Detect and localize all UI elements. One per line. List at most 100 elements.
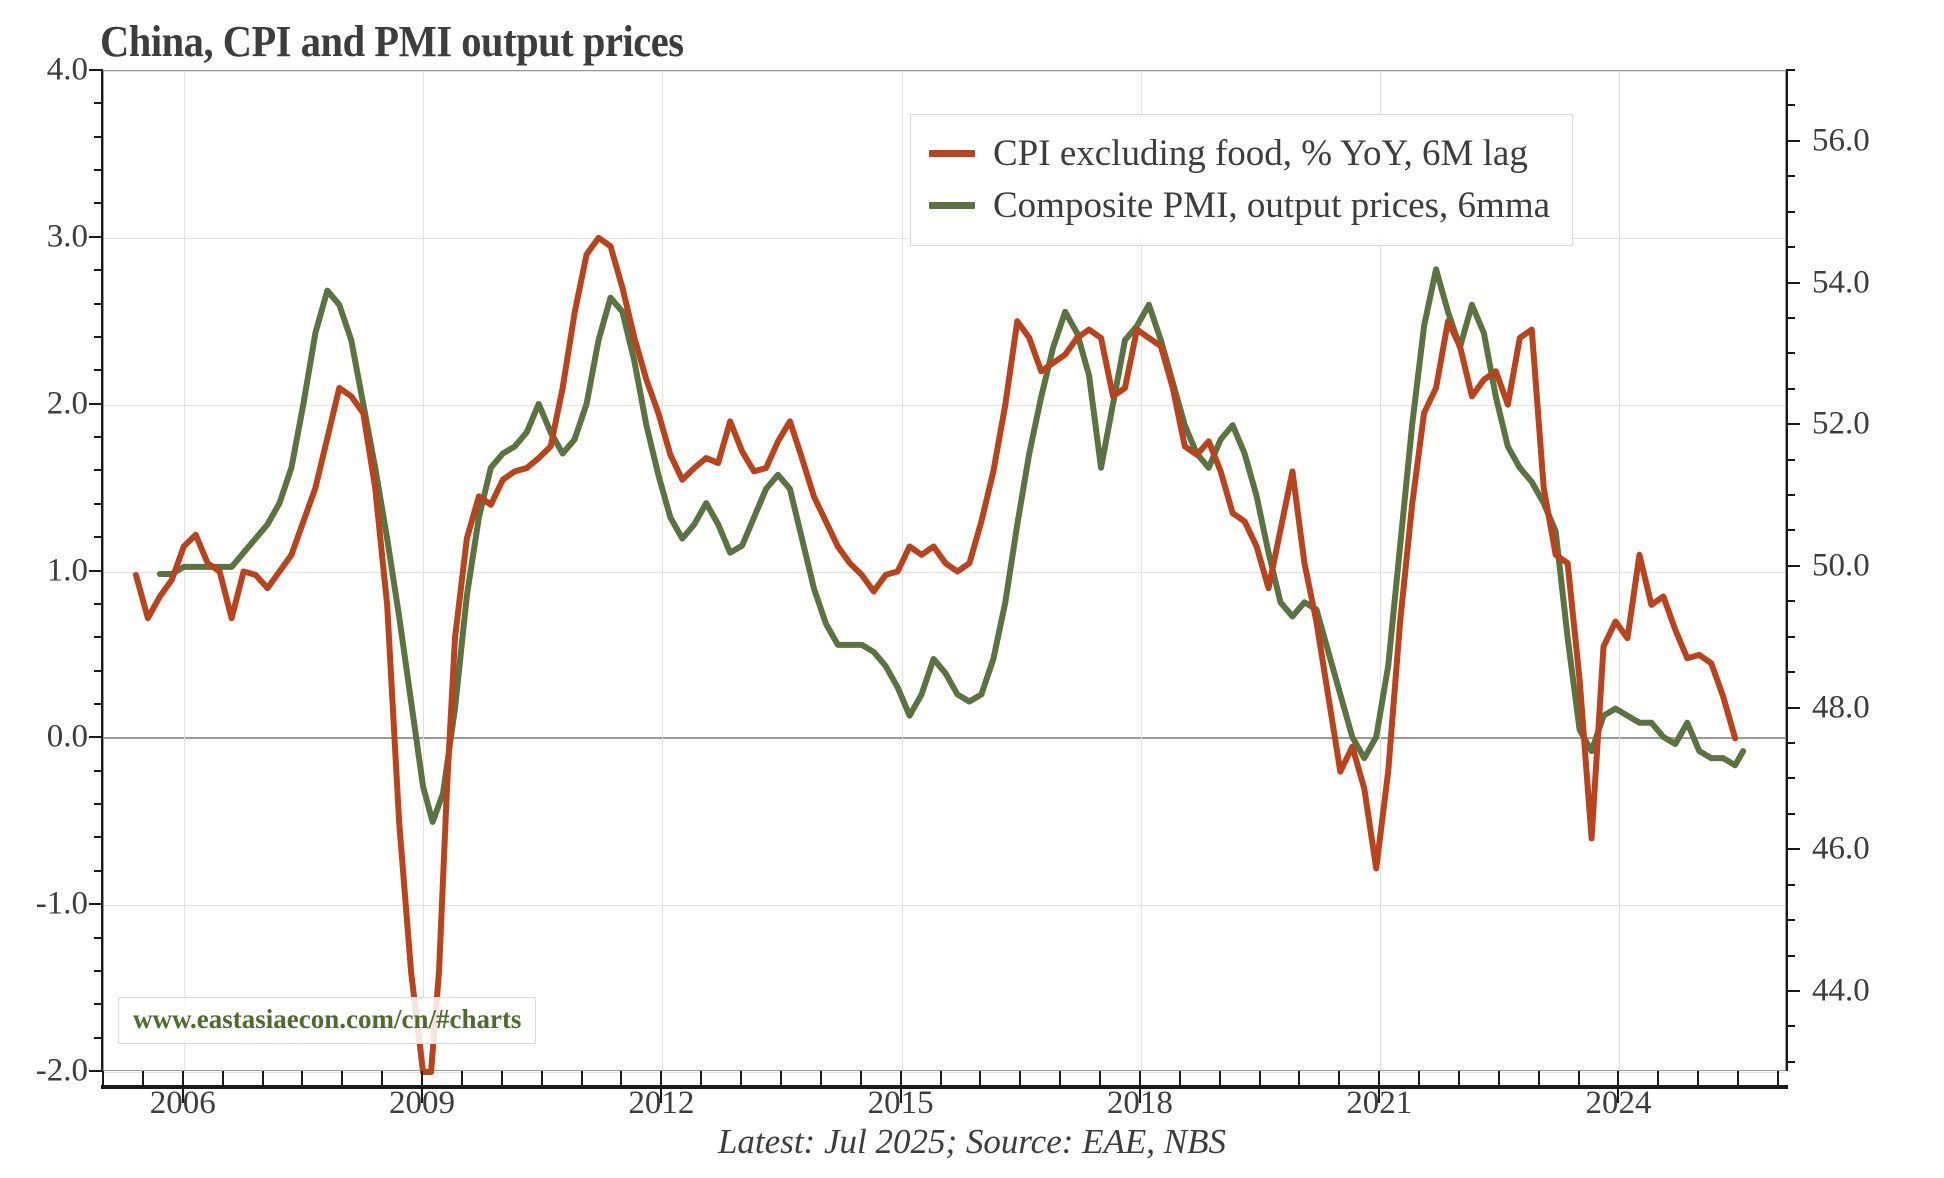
y-axis-right-tickmark xyxy=(1786,1060,1795,1063)
gridline-vertical xyxy=(1619,71,1621,1070)
x-axis-tickmark xyxy=(1258,1071,1261,1085)
y-axis-right-tick-label: 46.0 xyxy=(1812,830,1870,867)
x-axis-tickmark xyxy=(1338,1071,1341,1085)
y-axis-left-tickmark xyxy=(94,169,103,172)
y-axis-left-tick-label: -1.0 xyxy=(35,885,88,922)
y-axis-right-tickmark xyxy=(1786,812,1795,815)
y-axis-left-tick-label: 2.0 xyxy=(46,385,88,422)
y-axis-left-tickmark xyxy=(94,936,103,939)
y-axis-right-tickmark xyxy=(1786,635,1795,638)
y-axis-left-tickmark xyxy=(89,235,103,238)
watermark-link[interactable]: www.eastasiaecon.com/cn/#charts xyxy=(118,997,537,1044)
y-axis-right-tick-label: 50.0 xyxy=(1812,547,1870,584)
page-title: China, CPI and PMI output prices xyxy=(100,17,684,66)
gridline-vertical xyxy=(1140,71,1142,1070)
gridline-horizontal xyxy=(104,1072,1785,1073)
y-axis-left-tickmark xyxy=(94,469,103,472)
x-axis-tickmark xyxy=(1497,1071,1500,1085)
series-line-cpi xyxy=(132,234,1739,1075)
y-axis-right-tickmark xyxy=(1786,175,1795,178)
y-axis-right-tickmark xyxy=(1786,316,1795,319)
y-axis-right-tickmark xyxy=(1786,600,1795,603)
y-axis-right-tickmark xyxy=(1786,458,1795,461)
y-axis-right-tick-label: 44.0 xyxy=(1812,972,1870,1009)
y-axis-right-tickmark xyxy=(1786,529,1795,532)
y-axis-left-tickmark xyxy=(89,402,103,405)
y-axis-right-tickmark xyxy=(1786,1025,1795,1028)
gridline-vertical xyxy=(1380,71,1382,1070)
gridline-horizontal xyxy=(104,571,1785,573)
y-axis-right-spine xyxy=(1786,70,1788,1071)
y-axis-left-tickmark xyxy=(94,969,103,972)
series-line-pmi xyxy=(156,266,1747,825)
x-axis-tickmark xyxy=(620,1071,623,1085)
x-axis-tickmark xyxy=(1099,1071,1102,1085)
y-axis-left-tickmark xyxy=(94,269,103,272)
x-axis-tickmark xyxy=(460,1071,463,1085)
y-axis-left-tickmark xyxy=(94,636,103,639)
y-axis-right-tickmark xyxy=(1786,954,1795,957)
y-axis-left-tickmark xyxy=(94,702,103,705)
x-axis-tickmark xyxy=(1298,1071,1301,1085)
x-axis-tickmark xyxy=(700,1071,703,1085)
y-axis-left-spine xyxy=(101,70,103,1071)
x-axis-tickmark xyxy=(1418,1071,1421,1085)
legend-item-pmi: Composite PMI, output prices, 6mma xyxy=(929,179,1550,231)
y-axis-right-tickmark xyxy=(1786,281,1800,284)
y-axis-left-tickmark xyxy=(94,369,103,372)
y-axis-left-tickmark xyxy=(94,436,103,439)
y-axis-right-tickmark xyxy=(1786,494,1795,497)
y-axis-right-tickmark xyxy=(1786,246,1795,249)
legend-swatch-cpi xyxy=(929,149,975,157)
y-axis-right-tickmark xyxy=(1786,210,1795,213)
x-axis-tickmark xyxy=(979,1071,982,1085)
y-axis-right-tickmark xyxy=(1786,423,1800,426)
y-axis-right-tick-label: 52.0 xyxy=(1812,405,1870,442)
x-axis-tickmark xyxy=(819,1071,822,1085)
legend-item-cpi: CPI excluding food, % YoY, 6M lag xyxy=(929,127,1550,179)
y-axis-right-tick-label: 56.0 xyxy=(1812,122,1870,159)
y-axis-left-tickmark xyxy=(89,69,103,71)
y-axis-right-tickmark xyxy=(1786,848,1800,851)
y-axis-left-tickmark xyxy=(89,736,103,739)
x-axis-tickmark xyxy=(740,1071,743,1085)
x-axis-tickmark xyxy=(1697,1071,1700,1085)
y-axis-left-tickmark xyxy=(94,302,103,305)
x-axis-tickmark xyxy=(102,1071,104,1085)
y-axis-left-tick-label: -2.0 xyxy=(35,1052,88,1089)
x-axis-tickmark xyxy=(1059,1071,1062,1085)
y-axis-left-tickmark xyxy=(94,202,103,205)
y-axis-left-tick-label: 4.0 xyxy=(46,51,88,88)
x-axis-tickmark xyxy=(779,1071,782,1085)
y-axis-left-tickmark xyxy=(94,1003,103,1006)
legend-swatch-pmi xyxy=(929,201,975,209)
y-axis-left-tickmark xyxy=(94,536,103,539)
x-axis-tickmark xyxy=(141,1071,144,1085)
y-axis-right-tickmark xyxy=(1786,104,1795,107)
x-axis-tickmark xyxy=(1777,1071,1780,1085)
y-axis-left-tickmark xyxy=(94,869,103,872)
y-axis-left-tickmark xyxy=(94,769,103,772)
x-axis-tickmark xyxy=(1657,1071,1660,1085)
gridline-horizontal xyxy=(104,404,1785,406)
y-axis-left-tickmark xyxy=(89,903,103,906)
legend-label-pmi: Composite PMI, output prices, 6mma xyxy=(993,184,1551,226)
x-axis-tickmark xyxy=(1457,1071,1460,1085)
gridline-horizontal xyxy=(104,905,1785,907)
zero-line xyxy=(104,737,1785,740)
x-axis-tickmark xyxy=(859,1071,862,1085)
x-axis-tickmark xyxy=(1577,1071,1580,1085)
y-axis-right-tickmark xyxy=(1786,883,1795,886)
y-axis-left-tickmark xyxy=(89,569,103,572)
y-axis-right-tick-label: 54.0 xyxy=(1812,264,1870,301)
gridline-vertical xyxy=(662,71,664,1070)
y-axis-left-tick-label: 0.0 xyxy=(46,718,88,755)
y-axis-right-tickmark xyxy=(1786,742,1795,744)
y-axis-left-tickmark xyxy=(94,602,103,605)
source-note: Latest: Jul 2025; Source: EAE, NBS xyxy=(717,1122,1227,1161)
legend-label-cpi: CPI excluding food, % YoY, 6M lag xyxy=(993,132,1528,174)
gridline-horizontal xyxy=(104,71,1785,72)
y-axis-right-tickmark xyxy=(1786,564,1800,567)
gridline-vertical xyxy=(423,71,425,1070)
